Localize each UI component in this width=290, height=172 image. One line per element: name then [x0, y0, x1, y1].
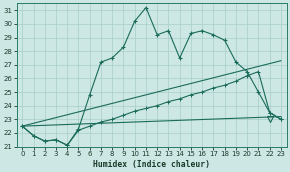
X-axis label: Humidex (Indice chaleur): Humidex (Indice chaleur) — [93, 159, 210, 169]
